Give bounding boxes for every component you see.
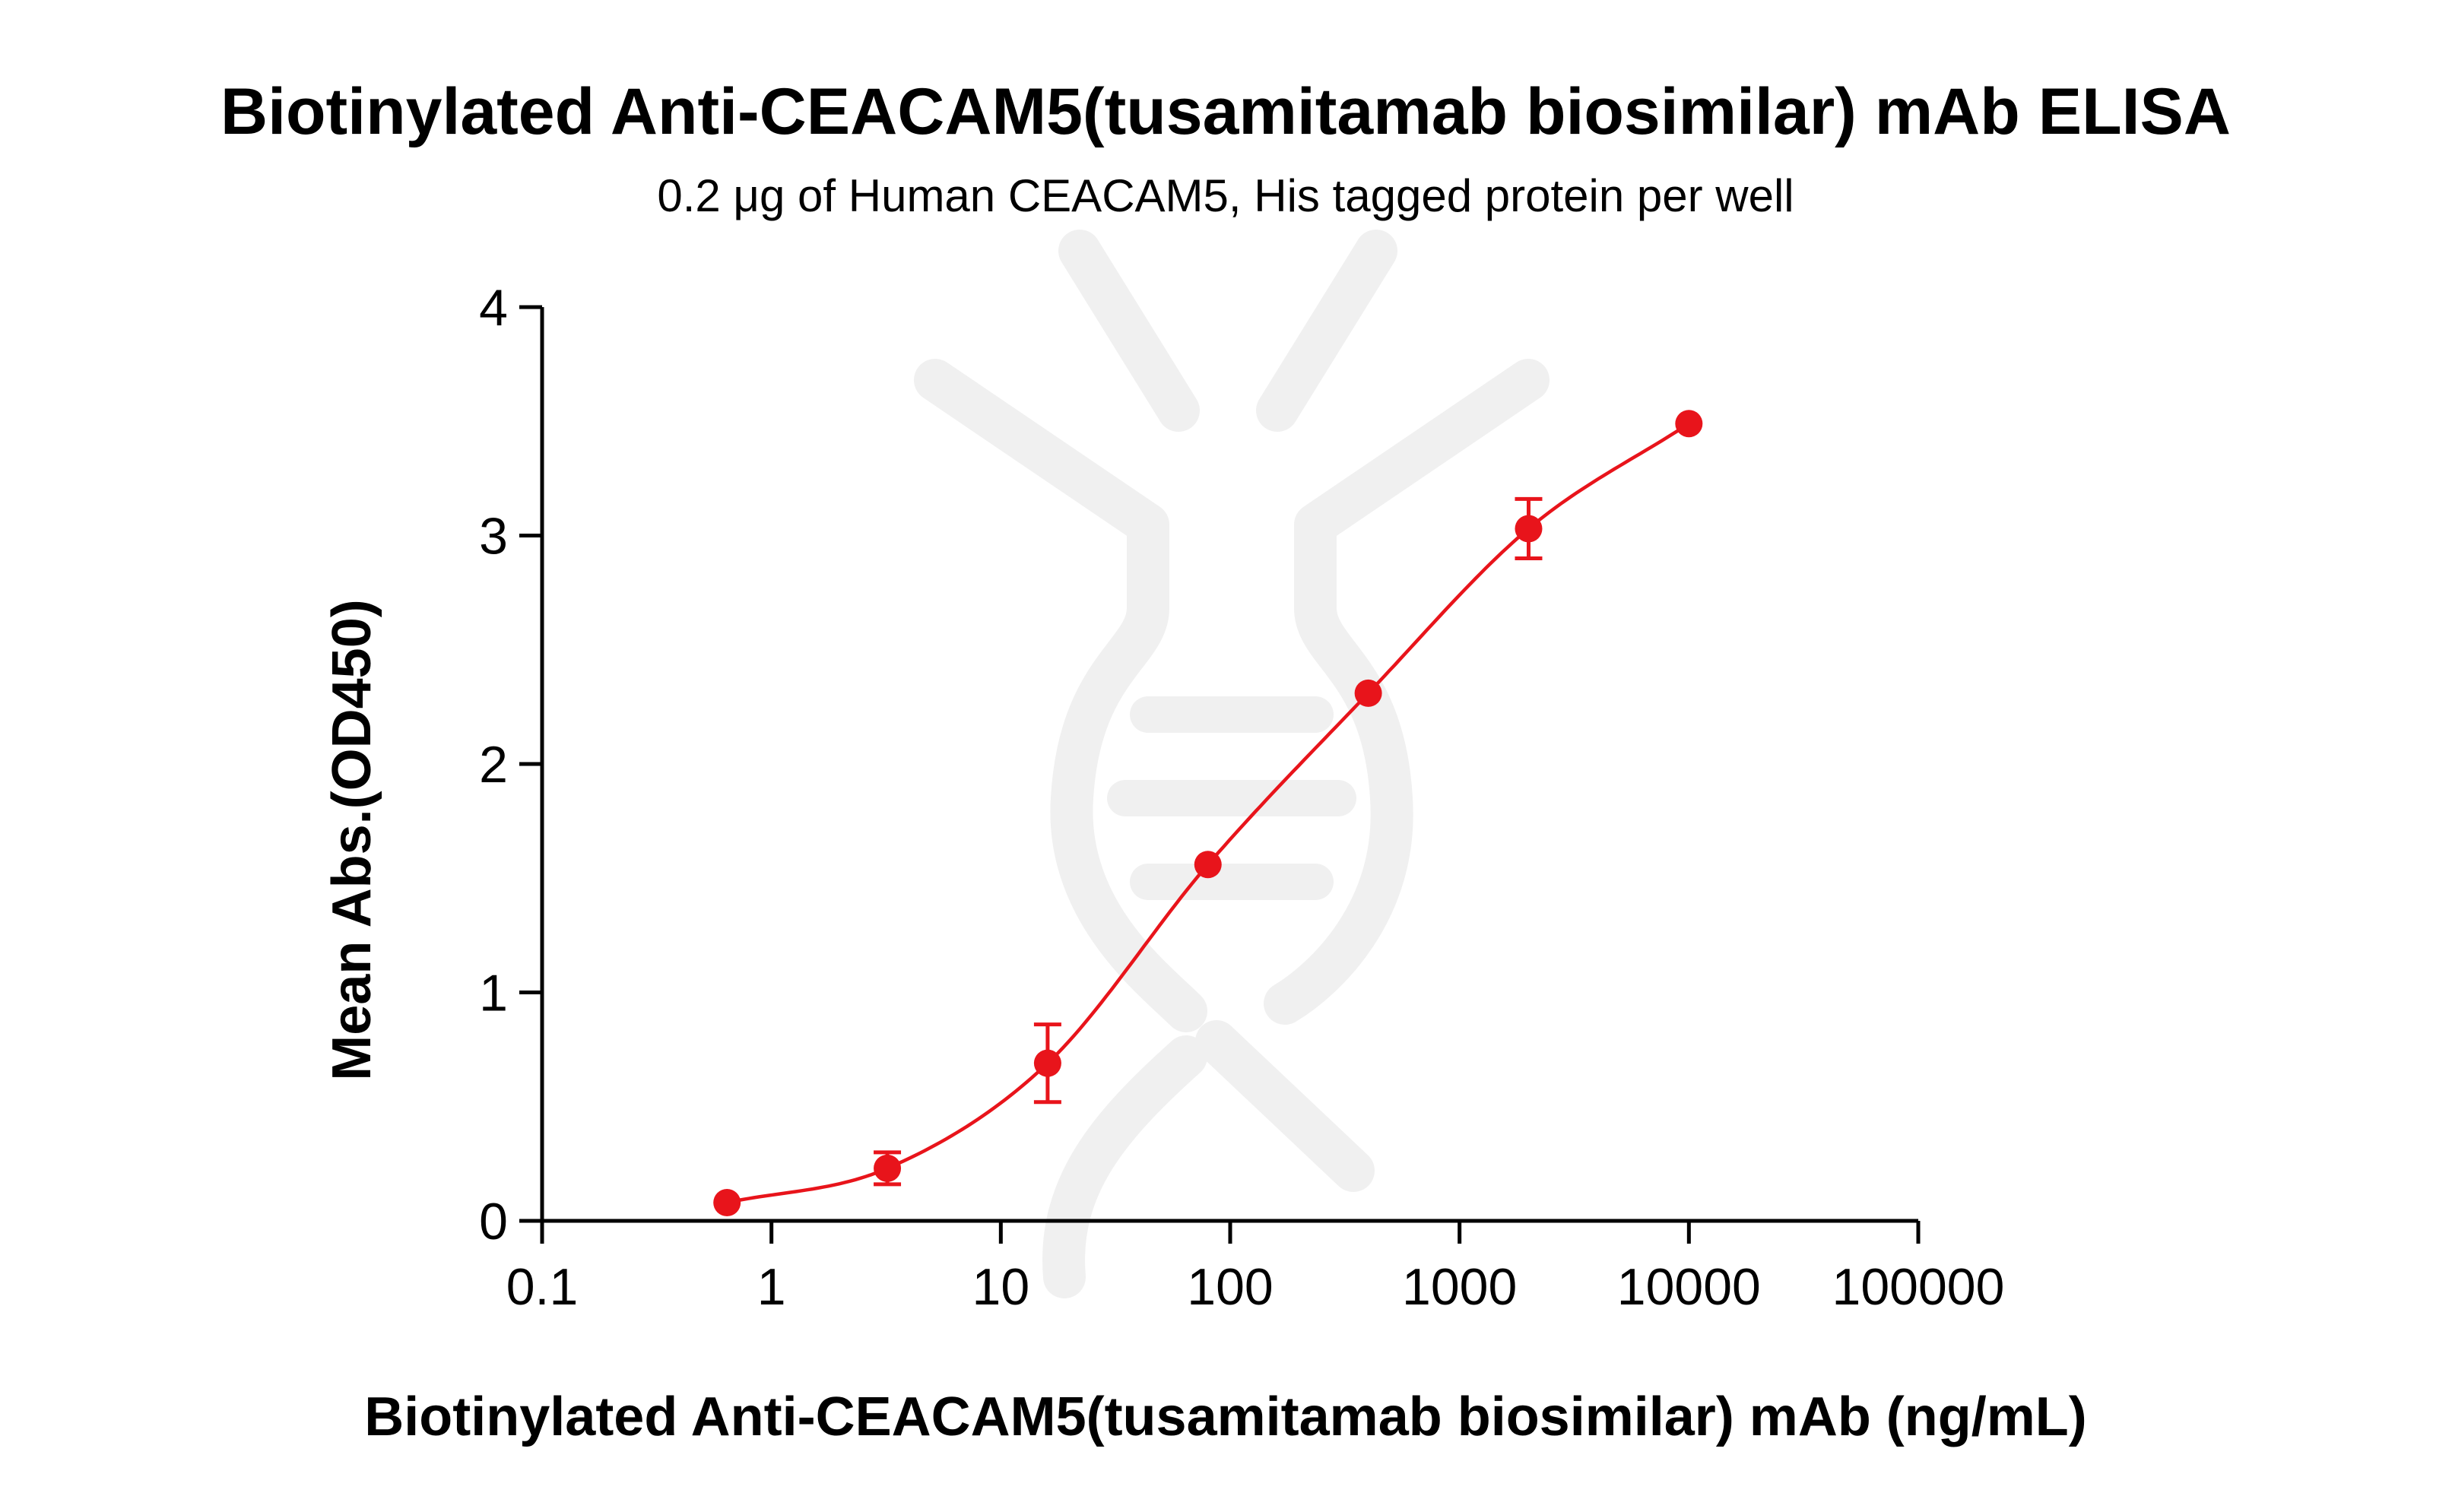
y-axis-ticks: 0 1 2 3 4: [479, 279, 542, 1250]
x-tick-label: 100: [1187, 1258, 1273, 1316]
x-tick-label: 0.1: [506, 1258, 579, 1316]
data-point: [1033, 1049, 1061, 1077]
data-point: [713, 1188, 741, 1216]
y-tick-label: 4: [479, 279, 508, 337]
y-tick-label: 0: [479, 1193, 508, 1250]
data-point: [1194, 851, 1222, 879]
data-points: [713, 410, 1703, 1216]
error-bars: [874, 496, 1543, 1187]
x-axis-label: Biotinylated Anti-CEACAM5(tusamitamab bi…: [364, 1387, 2086, 1447]
x-tick-label: 10000: [1617, 1258, 1761, 1316]
chart-subtitle: 0.2 μg of Human CEACAM5, His tagged prot…: [657, 170, 1794, 221]
y-tick-label: 2: [479, 736, 508, 794]
data-point: [1354, 679, 1382, 707]
y-tick-label: 3: [479, 508, 508, 566]
data-point: [1515, 515, 1543, 543]
watermark-logo-icon: [914, 230, 1550, 1298]
y-axis-label: Mean Abs.(OD450): [322, 599, 382, 1080]
chart-title: Biotinylated Anti-CEACAM5(tusamitamab bi…: [220, 75, 2231, 148]
x-axis-ticks: 0.1 1 10 100 1000 10000 100000: [506, 1221, 2005, 1316]
x-tick-label: 1000: [1402, 1258, 1517, 1316]
data-point: [1675, 410, 1703, 438]
data-point: [874, 1154, 902, 1182]
x-tick-label: 1: [757, 1258, 786, 1316]
y-tick-label: 1: [479, 965, 508, 1022]
x-tick-label: 10: [972, 1258, 1030, 1316]
x-tick-label: 100000: [1832, 1258, 2005, 1316]
